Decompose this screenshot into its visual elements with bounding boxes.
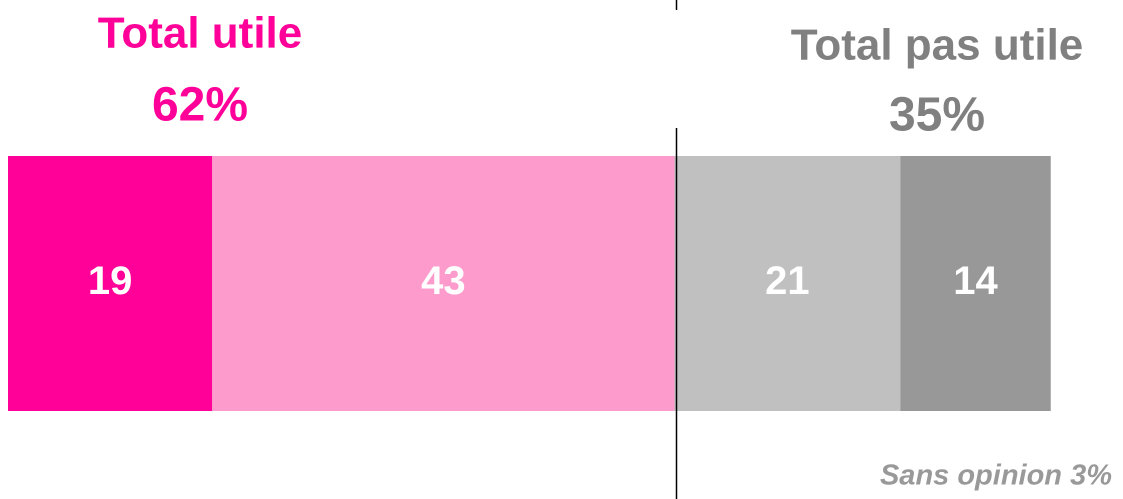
group-title: Total utile: [98, 9, 303, 58]
data-label: 43: [421, 259, 466, 303]
data-label: 14: [953, 259, 998, 303]
data-label: 19: [88, 259, 133, 303]
bar-segment: [212, 156, 675, 411]
group-value: 62%: [152, 79, 248, 132]
bar-segment: [674, 156, 901, 411]
data-label: 21: [765, 259, 810, 303]
group-title: Total pas utile: [791, 21, 1084, 70]
bar-segment: [900, 156, 1051, 411]
group-value: 35%: [889, 89, 985, 142]
bar-segment: [8, 156, 213, 411]
no-opinion-label: Sans opinion 3%: [880, 460, 1112, 492]
